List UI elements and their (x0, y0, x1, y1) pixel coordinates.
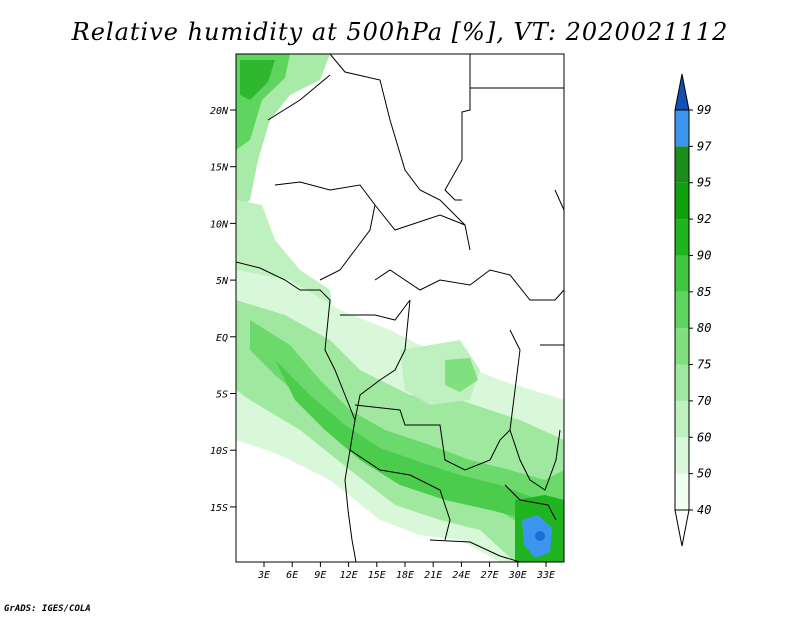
humidity-region-central-core (445, 358, 478, 392)
colorbar-segment (675, 110, 689, 147)
colorbar-label: 40 (697, 503, 711, 517)
chart-title: Relative humidity at 500hPa [%], VT: 202… (71, 18, 729, 46)
lon-tick-label: 27E (481, 570, 499, 581)
lon-tick-label: 12E (340, 570, 358, 581)
lon-tick-label: 18E (396, 570, 414, 581)
colorbar-segment (675, 219, 689, 256)
lon-tick-label: 9E (314, 570, 326, 581)
border (374, 269, 564, 301)
colorbar-segment (675, 473, 689, 510)
colorbar-segment (675, 437, 689, 474)
colorbar-frame (674, 109, 690, 511)
colorbar-label: 95 (697, 176, 711, 190)
lat-tick-label: EQ (216, 333, 228, 344)
country-borders (236, 54, 564, 562)
colorbar-label: 70 (697, 394, 711, 408)
border (267, 74, 331, 121)
colorbar: 40 50 60 70 75 80 85 90 92 95 97 99 (674, 73, 712, 547)
colorbar-label: 50 (697, 467, 711, 481)
lon-tick-label: 21E (424, 570, 442, 581)
border (349, 449, 451, 541)
colorbar-label: 75 (697, 358, 711, 372)
colorbar-segment (675, 328, 689, 365)
border (554, 189, 564, 211)
credit-text: GrADS: IGES/COLA (4, 604, 91, 614)
border (354, 404, 511, 471)
colorbar-segment (675, 400, 689, 438)
lon-tick-label: 6E (286, 570, 298, 581)
lat-tick-label: 20N (210, 106, 229, 117)
colorbar-segment (675, 364, 689, 401)
border (509, 329, 561, 491)
humidity-band-core (275, 360, 564, 525)
border (444, 54, 471, 201)
map-frame (235, 53, 565, 563)
colorbar-segment (675, 255, 689, 292)
lon-tick-label: 33E (536, 570, 555, 581)
colorbar-label: 92 (697, 212, 711, 226)
lat-tick-label: 5N (216, 276, 229, 287)
colorbar-segment (675, 291, 689, 329)
border (374, 204, 466, 231)
border (340, 299, 411, 321)
lon-tick-label: 15E (368, 570, 386, 581)
colorbar-segment (675, 182, 689, 220)
colorbar-label: 85 (697, 285, 711, 299)
lat-tick-label: 10S (210, 446, 228, 457)
humidity-region-nw-dark (240, 60, 275, 100)
humidity-spot-blue (535, 531, 545, 541)
colorbar-label: 99 (697, 103, 711, 117)
border (504, 484, 557, 521)
border (429, 539, 521, 562)
colorbar-label: 80 (697, 321, 711, 335)
lat-tick-label: 5S (216, 390, 228, 401)
colorbar-label: 60 (697, 430, 711, 444)
lat-tick-label: 10N (210, 219, 229, 230)
lat-tick-label: 15S (210, 503, 228, 514)
colorbar-segment (675, 146, 689, 183)
lon-tick-label: 24E (452, 570, 470, 581)
longitude-axis: 3E 6E 9E 12E 15E 18E 21E 24E 27E 30E 33E (257, 562, 555, 581)
colorbar-label: 97 (697, 139, 712, 153)
border (354, 299, 411, 421)
colorbar-upper-extend (674, 73, 690, 111)
lon-tick-label: 30E (508, 570, 527, 581)
latitude-axis: 20N 15N 10N 5N EQ 5S 10S 15S (210, 106, 236, 514)
humidity-field (236, 54, 564, 562)
lat-tick-label: 15N (210, 163, 229, 174)
colorbar-label: 90 (697, 248, 711, 262)
lon-tick-label: 3E (257, 570, 270, 581)
coastline (236, 261, 357, 562)
border (329, 54, 471, 251)
colorbar-lower-extend (674, 509, 690, 547)
